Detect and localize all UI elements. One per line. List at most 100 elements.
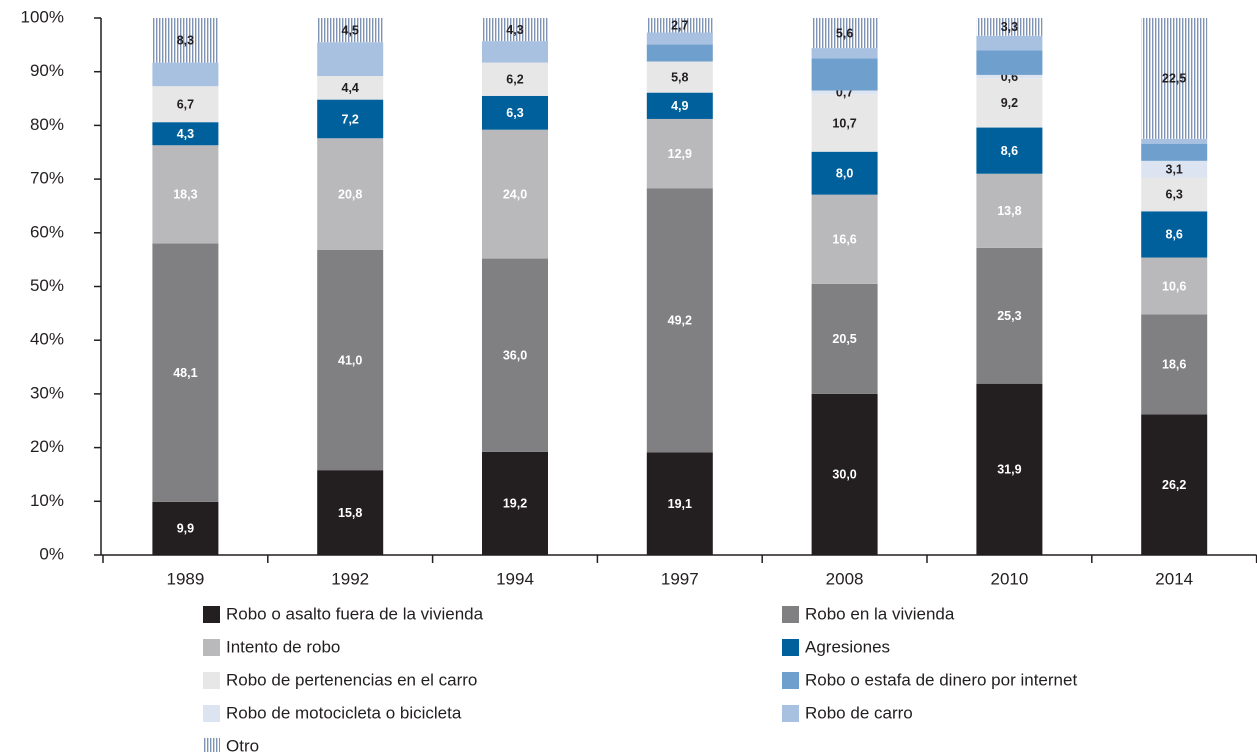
bar-segment [152,62,219,87]
value-label: 20,5 [832,332,856,346]
x-tick-label: 2008 [826,569,864,588]
y-tick-label: 10% [30,491,64,510]
value-label: 20,8 [338,187,362,201]
bar-segment [976,78,1043,128]
bar-segment [1141,160,1208,178]
value-label: 26,2 [1162,478,1186,492]
bar-segment [811,393,878,555]
value-label: 8,3 [177,34,194,48]
y-tick-label: 20% [30,437,64,456]
y-tick-label: 50% [30,276,64,295]
bar-segment [1141,211,1208,258]
bar-segment [646,118,713,189]
bar-segment [152,18,219,63]
bar-segment [317,470,384,555]
value-label: 4,5 [342,23,359,37]
bar-segment [976,50,1043,75]
value-label: 25,3 [997,309,1021,323]
value-label: 6,7 [177,97,194,111]
bar-segment [152,243,219,502]
bar-segment [1141,257,1208,315]
y-tick-label: 30% [30,383,64,402]
bar-segment [317,18,384,43]
legend-swatch [782,639,799,656]
value-label: 41,0 [338,353,362,367]
bar-segment [317,75,384,100]
bar-segment [646,61,713,93]
bar-segment [317,249,384,471]
bar-segment [317,42,384,76]
bar-segment [482,258,548,452]
value-label: 18,6 [1162,358,1186,372]
value-label: 18,3 [173,188,197,202]
value-label: 4,4 [342,81,359,95]
x-tick-label: 1997 [661,569,699,588]
value-label: 16,6 [832,233,856,247]
bar-segment [811,94,878,152]
bar-segment [152,122,219,146]
bar-segment [482,451,548,555]
bar-segment [482,41,548,63]
legend-label: Robo en la vivienda [805,604,955,623]
value-label: 2,7 [671,19,688,33]
y-tick-label: 0% [39,544,64,563]
bar-segment [976,127,1043,174]
x-tick-label: 1989 [166,569,204,588]
y-tick-label: 100% [21,7,64,26]
bar-segment [976,18,1043,36]
bar-segment [1141,314,1208,415]
bar-segment [482,62,548,96]
value-label: 30,0 [832,468,856,482]
bar-segment [811,58,878,91]
bar-segment [482,95,548,130]
bar-segment [1141,143,1208,161]
value-label: 13,8 [997,204,1021,218]
value-label: 49,2 [668,314,692,328]
value-label: 24,0 [503,187,527,201]
value-label: 36,0 [503,349,527,363]
bar-segment [976,173,1043,248]
bar-segment [317,138,384,250]
legend-swatch [203,738,220,752]
legend-swatch [203,672,220,689]
value-label: 12,9 [668,147,692,161]
value-label: 8,6 [1166,228,1183,242]
y-tick-label: 90% [30,61,64,80]
value-label: 5,6 [836,26,853,40]
bar-segment [811,18,878,49]
value-label: 10,7 [832,116,856,130]
value-label: 6,2 [506,73,523,87]
bar-segment [482,18,548,42]
bar-segment [646,18,713,33]
value-label: 15,8 [338,506,362,520]
value-label: 8,6 [1001,144,1018,158]
value-label: 19,2 [503,497,527,511]
value-label: 9,9 [177,522,194,536]
value-label: 4,3 [177,127,194,141]
legend-label: Intento de robo [226,637,340,656]
value-label: 4,9 [671,99,688,113]
bar-segment [646,452,713,555]
value-label: 31,9 [997,463,1021,477]
bar-segment [1141,177,1208,212]
legend-swatch [782,705,799,722]
bar-segment [811,48,878,59]
legend-label: Robo de pertenencias en el carro [226,670,477,689]
legend-label: Agresiones [805,637,890,656]
bar-segment [811,194,878,284]
x-tick-label: 2014 [1155,569,1193,588]
legend-swatch [203,606,220,623]
bar-segment [1141,414,1208,555]
bar-segment [811,90,878,95]
legend-swatch [782,672,799,689]
value-label: 22,5 [1162,72,1186,86]
value-label: 9,2 [1001,96,1018,110]
legend-label: Robo de carro [805,703,913,722]
legend-label: Robo o asalto fuera de la vivienda [226,604,484,623]
y-tick-label: 70% [30,169,64,188]
x-tick-label: 2010 [990,569,1028,588]
bar-segment [976,35,1043,51]
value-label: 4,3 [506,23,523,37]
